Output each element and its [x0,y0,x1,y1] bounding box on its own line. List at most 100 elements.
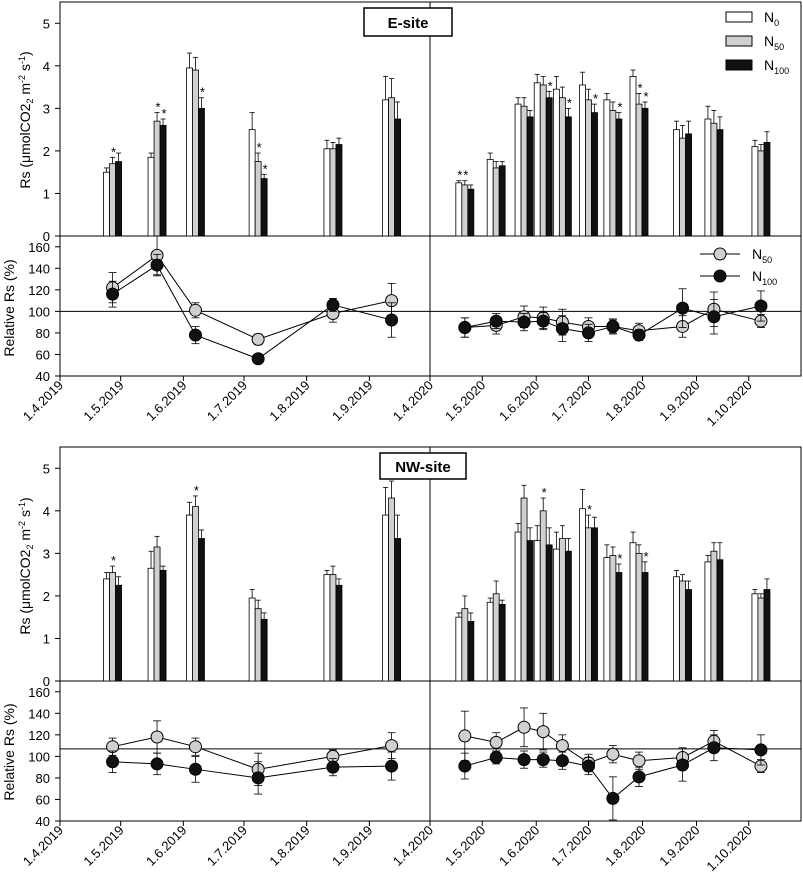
bar-n50 [558,538,566,682]
bar-n0 [186,67,193,237]
bar-n50 [329,574,337,682]
bar-n0 [486,601,494,682]
point-n100 [517,753,531,767]
bar-n0 [455,616,463,682]
bar-n100 [115,161,122,237]
x-tick-label: 1.10.2020 [703,378,755,430]
point-n100 [150,258,164,272]
significance-star: * [548,78,553,93]
bar-n100 [260,618,268,682]
bar-n50 [609,110,617,237]
bar-n50 [492,593,500,682]
bar-n100 [467,188,475,237]
bar-n100 [591,527,598,682]
rs-tick-label: 0 [43,674,50,689]
point-n100 [517,315,531,329]
point-n50 [489,735,503,749]
legend-marker-n100 [713,269,727,283]
bar-n50 [520,497,528,682]
point-n100 [251,771,265,785]
panel-nw-site: NW-site Rs (μmolCO22 m-2 s-1) Relative R… [1,446,802,875]
bar-n0 [552,88,560,237]
point-n100 [188,328,202,342]
bar-n100 [564,550,572,682]
legend-line-label-n50: N50 [752,246,772,265]
x-tick-label: 1.10.2020 [703,823,755,875]
series-line-n50 [112,254,392,340]
ylabel-rs: Rs (μmolCO22 m-2 s-1) [17,497,35,634]
bar-n0 [673,576,680,682]
bar-n50 [153,546,161,682]
bar-n100 [615,572,623,682]
bar-n0 [704,118,712,237]
x-tick-label: 1.4.2020 [390,823,436,869]
bar-n100 [545,544,553,682]
significance-star: * [257,140,262,155]
point-n100 [489,750,503,764]
bar-n0 [382,99,389,237]
bar-n50 [461,608,469,682]
bar-n100 [526,540,534,682]
x-tick-label: 1.4.2020 [390,378,436,424]
bar-n100 [335,584,343,682]
x-tick-label: 1.9.2019 [329,823,375,869]
x-tick-label: 1.8.2020 [602,823,648,869]
point-n100 [251,352,265,366]
significance-star: * [457,168,462,183]
legend-lines: N50 N100 [700,246,777,287]
ylabel-rs: Rs (μmolCO22 m-2 s-1) [17,51,35,188]
bar-n100 [498,165,506,237]
legend-label-n100: N100 [764,57,789,76]
rel-tick-label: 160 [28,685,50,700]
bar-n0 [629,76,637,237]
bar-n0 [323,148,331,237]
bar-n100 [198,107,205,237]
bar-n50 [679,580,686,682]
point-n100 [676,758,690,772]
frame-bottom-right [429,235,802,377]
point-n50 [188,740,202,754]
bar-n50 [635,103,643,237]
point-n100 [106,287,120,301]
point-n100 [754,743,768,757]
bar-n0 [603,557,611,682]
x-tick-label: 1.7.2020 [548,823,594,869]
significance-star: * [587,502,592,517]
bar-n100 [716,559,724,682]
bar-n0 [514,531,522,682]
x-tick-label: 1.4.2019 [20,378,66,424]
site-label-box [379,452,467,480]
point-n100 [326,298,340,312]
x-tick-label: 1.5.2020 [442,378,488,424]
significance-star: * [567,95,572,110]
bar-n100 [641,572,649,682]
bar-n50 [109,572,116,682]
point-n100 [707,741,721,755]
rs-tick-label: 3 [43,546,50,561]
point-n100 [106,755,120,769]
legend-label-n50: N50 [764,33,784,52]
bar-n100 [115,584,122,682]
bar-n0 [248,129,256,237]
rs-tick-label: 3 [43,101,50,116]
x-tick-label: 1.7.2020 [548,378,594,424]
legend-swatch-n50 [725,35,753,47]
bar-n100 [641,107,649,237]
bar-n100 [198,538,205,682]
bar-n100 [260,178,268,237]
bar-n100 [394,118,401,237]
rel-tick-label: 60 [36,792,50,807]
bar-n100 [467,621,475,682]
bar-n50 [585,527,592,682]
bar-n0 [186,514,193,682]
bar-n0 [603,99,611,237]
x-tick-label: 1.6.2019 [143,823,189,869]
x-tick-label: 1.9.2020 [656,823,702,869]
bar-n50 [153,120,161,237]
bar-n0 [455,182,463,237]
point-n100 [188,762,202,776]
rel-tick-label: 100 [28,304,50,319]
point-n50 [188,303,202,317]
point-n50 [458,729,472,743]
significance-star: * [263,161,268,176]
